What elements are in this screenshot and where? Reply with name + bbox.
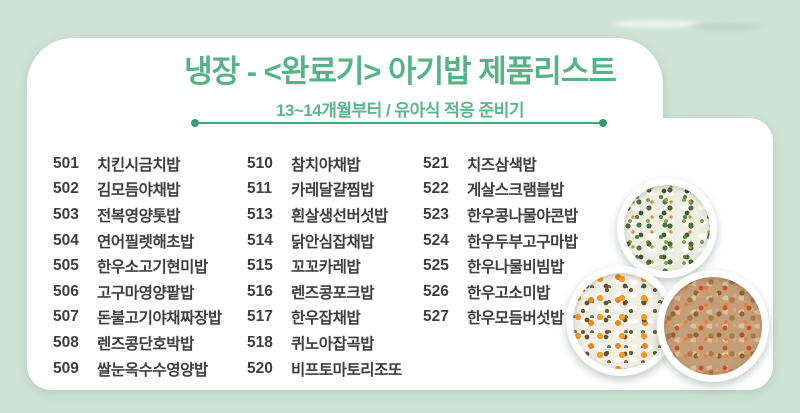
divider	[191, 119, 607, 127]
list-item: 527 한우모듬버섯밥	[423, 305, 578, 331]
product-name: 김모듬야채밥	[97, 182, 181, 200]
product-name: 렌즈콩단호박밥	[97, 335, 195, 353]
product-code: 509	[53, 359, 79, 377]
page-title: 냉장 - <완료기> 아기밥 제품리스트	[184, 54, 617, 89]
product-code: 526	[423, 282, 449, 300]
product-name: 한우고소미밥	[467, 284, 551, 302]
product-name: 한우두부고구마밥	[467, 233, 578, 251]
product-code: 518	[247, 333, 273, 351]
list-item: 517 한우잡채밥	[247, 305, 402, 331]
product-name: 카레달걀찜밥	[291, 182, 375, 200]
product-name: 닭안심잡채밥	[291, 233, 375, 251]
product-code: 506	[53, 282, 79, 300]
product-code: 508	[53, 333, 79, 351]
list-item: 508 렌즈콩단호박밥	[53, 330, 222, 356]
product-name: 게살스크램블밥	[467, 182, 565, 200]
product-code: 521	[423, 154, 449, 172]
product-code: 525	[423, 257, 449, 275]
list-item: 507 돈불고기야채짜장밥	[53, 305, 222, 331]
list-item: 524 한우두부고구마밥	[423, 228, 578, 254]
list-item: 502 김모듬야채밥	[53, 177, 222, 203]
product-code: 503	[53, 205, 79, 223]
product-column-3: 521 치즈삼색밥 522 게살스크램블밥 523 한우콩나물야콘밥 524 한우두부고…	[423, 151, 578, 330]
product-code: 511	[247, 180, 273, 198]
list-item: 506 고구마영양팥밥	[53, 279, 222, 305]
product-code: 520	[247, 359, 273, 377]
list-item: 526 한우고소미밥	[423, 279, 578, 305]
list-item: 516 렌즈콩포크밥	[247, 279, 402, 305]
vegetable-rice-bowl-photo	[617, 178, 717, 278]
list-item: 515 꼬꼬카레밥	[247, 253, 402, 279]
product-code: 523	[423, 205, 449, 223]
list-item: 505 한우소고기현미밥	[53, 253, 222, 279]
product-name: 쌀눈옥수수영양밥	[97, 361, 208, 379]
product-name: 고구마영양팥밥	[97, 284, 195, 302]
list-item: 503 전복영양톳밥	[53, 202, 222, 228]
product-name: 흰살생선버섯밥	[291, 207, 389, 225]
product-code: 510	[247, 154, 273, 172]
card-upper-section	[27, 38, 663, 390]
product-name: 치킨시금치밥	[97, 156, 181, 174]
product-column-2: 510 참치야채밥 511 카레달걀찜밥 513 흰살생선버섯밥 514 닭안심잡채밥 …	[247, 151, 402, 381]
product-name: 연어필렛해초밥	[97, 233, 195, 251]
list-item: 513 흰살생선버섯밥	[247, 202, 402, 228]
list-item: 522 게살스크램블밥	[423, 177, 578, 203]
list-item: 521 치즈삼색밥	[423, 151, 578, 177]
product-code: 527	[423, 308, 449, 326]
list-item: 504 연어필렛해초밥	[53, 228, 222, 254]
list-item: 518 퀴노아잡곡밥	[247, 330, 402, 356]
list-item: 523 한우콩나물야콘밥	[423, 202, 578, 228]
product-code: 507	[53, 308, 79, 326]
product-code: 516	[247, 282, 273, 300]
list-item: 520 비프토마토리조또	[247, 356, 402, 382]
product-name: 치즈삼색밥	[467, 156, 537, 174]
product-column-1: 501 치킨시금치밥 502 김모듬야채밥 503 전복영양톳밥 504 연어필렛해초밥…	[53, 151, 222, 381]
list-item: 509 쌀눈옥수수영양밥	[53, 356, 222, 382]
product-name: 전복영양톳밥	[97, 207, 181, 225]
product-code: 502	[53, 180, 79, 198]
page-subtitle: 13~14개월부터 / 유아식 적응 준비기	[275, 101, 525, 120]
product-name: 한우모듬버섯밥	[467, 310, 565, 328]
list-item: 510 참치야채밥	[247, 151, 402, 177]
product-name: 꼬꼬카레밥	[291, 259, 361, 277]
beef-tomato-risotto-bowl-photo	[657, 270, 769, 382]
product-code: 501	[53, 154, 79, 172]
product-name: 한우나물비빔밥	[467, 259, 565, 277]
product-name: 비프토마토리조또	[291, 361, 402, 379]
product-name: 돈불고기야채짜장밥	[97, 310, 222, 328]
list-item: 525 한우나물비빔밥	[423, 253, 578, 279]
list-item: 514 닭안심잡채밥	[247, 228, 402, 254]
divider-line	[194, 122, 604, 124]
product-code: 505	[53, 257, 79, 275]
list-item: 501 치킨시금치밥	[53, 151, 222, 177]
list-item: 511 카레달걀찜밥	[247, 177, 402, 203]
product-code: 514	[247, 231, 273, 249]
product-name: 한우잡채밥	[291, 310, 361, 328]
product-code: 522	[423, 180, 449, 198]
background-smudge	[688, 23, 762, 30]
divider-dot-right	[599, 119, 607, 127]
background-smudge	[612, 20, 702, 28]
product-name: 퀴노아잡곡밥	[291, 335, 375, 353]
product-name: 렌즈콩포크밥	[291, 284, 375, 302]
product-name: 참치야채밥	[291, 156, 361, 174]
product-code: 517	[247, 308, 273, 326]
product-code: 524	[423, 231, 449, 249]
product-code: 504	[53, 231, 79, 249]
product-name: 한우콩나물야콘밥	[467, 207, 578, 225]
product-code: 513	[247, 205, 273, 223]
product-code: 515	[247, 257, 273, 275]
product-name: 한우소고기현미밥	[97, 259, 208, 277]
